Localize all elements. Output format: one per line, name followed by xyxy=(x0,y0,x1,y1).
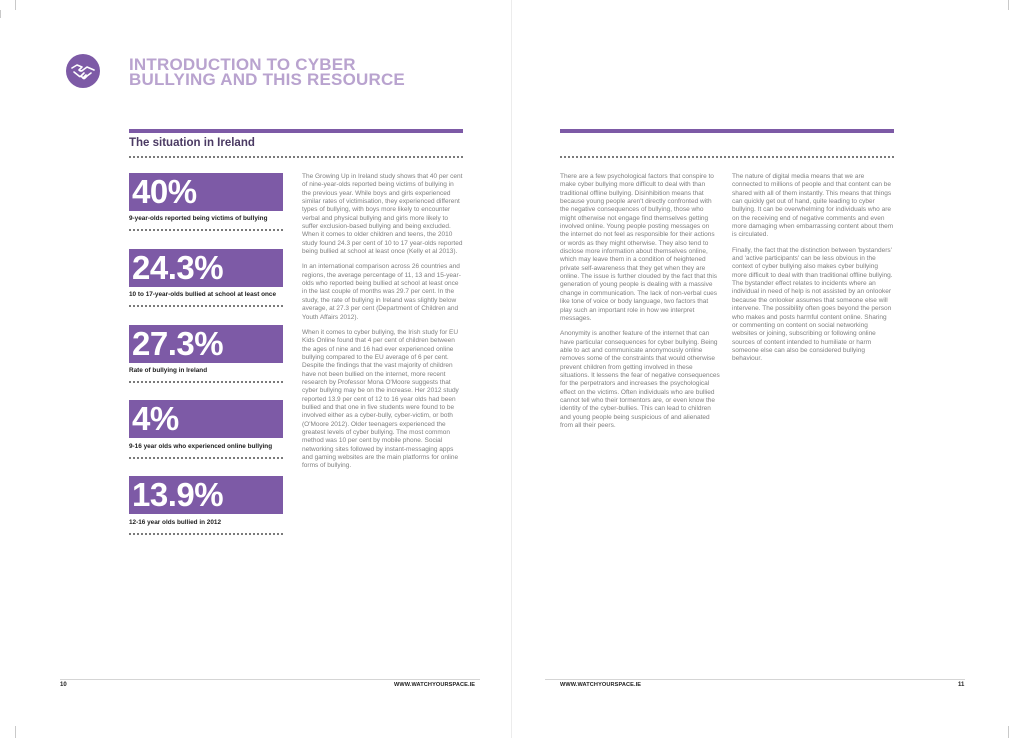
crop-mark xyxy=(1008,0,1009,10)
body-paragraph: Anonymity is another feature of the inte… xyxy=(560,330,720,429)
body-column: The Growing Up in Ireland study shows th… xyxy=(302,173,464,605)
body-paragraph: The Growing Up in Ireland study shows th… xyxy=(302,173,463,256)
stat-value: 13.9% xyxy=(132,476,224,513)
body-paragraph: When it comes to cyber bullying, the Iri… xyxy=(302,328,459,470)
stat-box: 4% xyxy=(129,400,283,438)
footer-url: WWW.WATCHYOURSPACE.IE xyxy=(560,682,642,688)
footer-url: WWW.WATCHYOURSPACE.IE xyxy=(394,682,476,688)
stat-label: 12-16 year olds bullied in 2012 xyxy=(129,519,221,526)
crop-mark xyxy=(1008,726,1009,738)
body-column: There are a few psychological factors th… xyxy=(560,173,720,545)
body-column: The nature of digital media means that w… xyxy=(732,173,894,463)
stat-box: 13.9% xyxy=(129,476,283,514)
dotted-divider xyxy=(129,457,283,459)
section-rule xyxy=(560,129,894,133)
section-heading: The situation in Ireland xyxy=(129,137,255,149)
handshake-icon xyxy=(66,54,100,88)
stat-label: 9-year-olds reported being victims of bu… xyxy=(129,215,268,222)
dotted-divider xyxy=(129,533,283,535)
stat-box: 40% xyxy=(129,173,283,211)
dotted-divider xyxy=(129,381,283,383)
page-gutter xyxy=(511,0,512,738)
body-paragraph: The nature of digital media means that w… xyxy=(732,173,894,239)
stat-value: 27.3% xyxy=(132,325,224,362)
dotted-divider xyxy=(129,156,463,158)
stat-label: 9-16 year olds who experienced online bu… xyxy=(129,443,273,450)
stat-value: 4% xyxy=(132,400,179,437)
body-paragraph: Finally, the fact that the distinction b… xyxy=(732,246,893,363)
crop-mark xyxy=(15,0,16,10)
dotted-divider xyxy=(560,156,894,158)
page-number: 10 xyxy=(60,682,67,688)
dotted-divider xyxy=(129,305,283,307)
footer-rule xyxy=(545,679,965,680)
body-paragraph: In an international comparison across 26… xyxy=(302,263,461,321)
crop-mark xyxy=(0,10,1,18)
crop-mark xyxy=(15,726,16,738)
section-rule xyxy=(129,129,463,133)
body-paragraph: There are a few psychological factors th… xyxy=(560,173,718,322)
footer-rule xyxy=(60,679,480,680)
stat-value: 24.3% xyxy=(132,249,224,286)
page-number: 11 xyxy=(958,682,965,688)
stat-label: Rate of bullying in Ireland xyxy=(129,367,208,374)
dotted-divider xyxy=(129,229,283,231)
stat-value: 40% xyxy=(132,173,197,210)
page-title-line: INTRODUCTION TO CYBER xyxy=(129,55,356,74)
stat-box: 24.3% xyxy=(129,249,283,287)
page-title-line: BULLYING AND THIS RESOURCE xyxy=(129,70,405,89)
stat-box: 27.3% xyxy=(129,325,283,363)
stat-label: 10 to 17-year-olds bullied at school at … xyxy=(129,291,277,298)
page-title: INTRODUCTION TO CYBER BULLYING AND THIS … xyxy=(129,55,405,89)
